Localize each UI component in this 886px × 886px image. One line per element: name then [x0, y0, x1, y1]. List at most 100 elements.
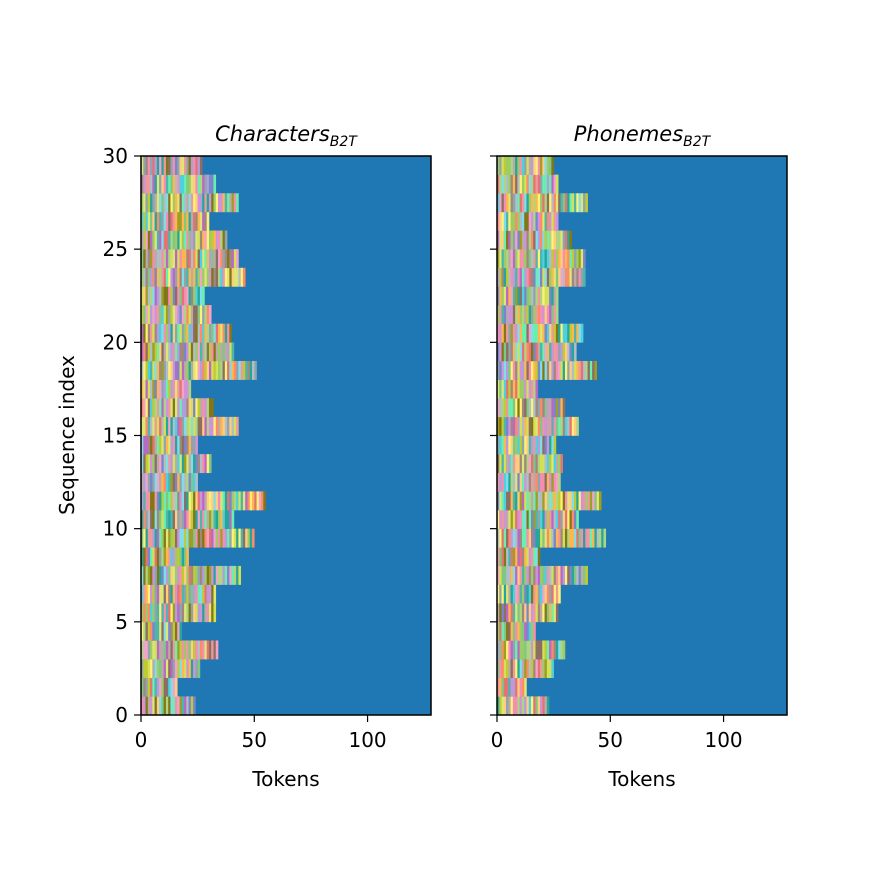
token-cell	[506, 156, 509, 175]
token-cell	[184, 156, 187, 175]
token-cell	[211, 510, 214, 529]
token-cell	[218, 528, 221, 548]
token-cell	[147, 230, 151, 250]
token-cell	[161, 416, 164, 436]
token-cell	[571, 342, 575, 362]
token-cell	[154, 267, 158, 287]
token-cell	[528, 510, 532, 529]
token-cell	[551, 211, 554, 231]
token-cell	[218, 360, 221, 380]
token-cell	[156, 621, 160, 641]
token-cell	[186, 249, 189, 269]
token-cell	[501, 360, 505, 380]
token-cell	[535, 491, 539, 511]
token-cell	[202, 510, 205, 529]
token-cell	[506, 323, 509, 343]
token-cell	[199, 603, 203, 623]
token-cell	[159, 249, 162, 269]
x-tick-label: 100	[348, 728, 386, 752]
token-cell	[202, 416, 205, 436]
token-cell	[530, 435, 534, 455]
token-cell	[147, 323, 151, 343]
token-cell	[238, 491, 241, 511]
token-cell	[181, 435, 185, 455]
x-tick-label: 100	[704, 728, 742, 752]
token-cell	[533, 286, 536, 306]
token-cell	[533, 193, 536, 213]
token-cell	[530, 696, 534, 716]
token-cell	[501, 528, 505, 548]
token-cell	[163, 696, 167, 716]
phonemes-panel: PhonemesB2T 0 50 100 Tokens	[490, 122, 788, 791]
token-cell	[240, 528, 244, 548]
token-cell	[497, 621, 500, 641]
token-cell	[202, 211, 205, 231]
token-cell	[503, 659, 507, 679]
token-cell	[521, 659, 525, 679]
token-cell	[533, 360, 536, 380]
token-cell	[517, 267, 520, 287]
token-cell	[551, 323, 554, 343]
token-cell	[594, 360, 597, 380]
token-cell	[163, 547, 167, 567]
token-cell	[152, 249, 155, 269]
token-cell	[147, 696, 151, 716]
token-cell	[141, 621, 144, 641]
token-cell	[145, 696, 149, 716]
token-cell	[551, 659, 554, 679]
token-cell	[533, 510, 536, 529]
token-cell	[150, 621, 153, 641]
token-cell	[150, 174, 153, 194]
token-cell	[215, 323, 219, 343]
token-cell	[537, 510, 541, 529]
token-cell	[535, 286, 539, 306]
token-cell	[236, 193, 239, 213]
token-cell	[163, 286, 167, 306]
token-cell	[152, 547, 155, 567]
token-cell	[150, 156, 153, 175]
token-cell	[177, 565, 180, 585]
token-cell	[141, 193, 144, 213]
token-cell	[154, 435, 158, 455]
token-cell	[159, 174, 162, 194]
token-cell	[159, 659, 162, 679]
token-cell	[147, 659, 151, 679]
token-cell	[499, 249, 502, 269]
token-cell	[506, 659, 509, 679]
token-cell	[515, 659, 518, 679]
token-cell	[499, 491, 502, 511]
token-cell	[156, 193, 160, 213]
token-cell	[558, 193, 561, 213]
token-cell	[229, 193, 232, 213]
token-cell	[204, 211, 208, 231]
token-cell	[578, 565, 582, 585]
token-cell	[569, 249, 573, 269]
token-cell	[503, 677, 507, 697]
token-cell	[499, 211, 502, 231]
token-cell	[211, 584, 214, 604]
token-cell	[190, 528, 194, 548]
token-cell	[188, 491, 192, 511]
token-cell	[512, 379, 516, 399]
token-cell	[181, 305, 185, 324]
token-cell	[508, 677, 511, 697]
token-cell	[177, 584, 180, 604]
token-cell	[222, 360, 226, 380]
token-cell	[515, 230, 518, 250]
token-cell	[184, 230, 187, 250]
token-cell	[208, 528, 212, 548]
token-cell	[161, 472, 164, 492]
token-cell	[562, 360, 566, 380]
token-cell	[508, 640, 511, 660]
token-cell	[170, 360, 174, 380]
token-cell	[521, 491, 525, 511]
token-cell	[195, 454, 198, 474]
token-cell	[181, 659, 185, 679]
token-cell	[549, 174, 552, 194]
token-cell	[165, 584, 169, 604]
token-cell	[181, 342, 185, 362]
token-cell	[204, 640, 208, 660]
token-cell	[535, 305, 539, 324]
token-cell	[224, 510, 228, 529]
token-cell	[202, 249, 205, 269]
